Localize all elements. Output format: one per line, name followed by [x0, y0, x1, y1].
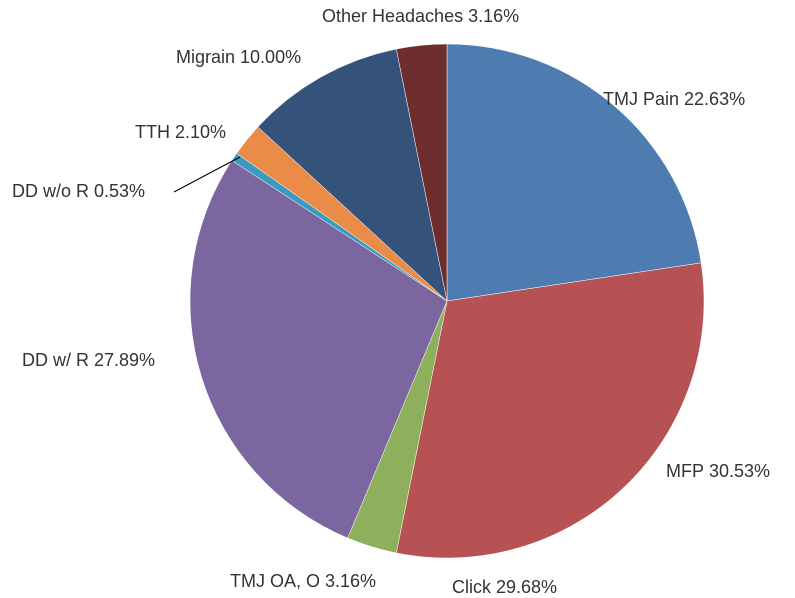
pie-slice [257, 48, 448, 302]
slice-label: DD w/o R 0.53% [12, 181, 145, 201]
category-label: Other Headaches [322, 6, 463, 26]
value-label: 2.10% [175, 122, 226, 142]
category-label: TTH [135, 122, 170, 142]
category-label: MFP [666, 461, 704, 481]
slice-label: MFP 30.53% [666, 461, 770, 481]
pie-slice [189, 160, 448, 539]
slice-label: TMJ Pain 22.63% [603, 89, 745, 109]
slice-label: TTH 2.10% [135, 122, 226, 142]
value-label: 3.16% [325, 571, 376, 591]
value-label: 30.53% [709, 461, 770, 481]
value-label: 27.89% [94, 350, 155, 370]
slice-label: DD w/ R 27.89% [22, 350, 155, 370]
annotation: Click 29.68% [452, 577, 557, 597]
leader-line [173, 156, 241, 193]
value-label: 10.00% [240, 47, 301, 67]
pie-slice [446, 43, 702, 302]
category-label: TMJ Pain [603, 89, 679, 109]
category-label: DD w/o R [12, 181, 89, 201]
pie-slice [396, 43, 448, 302]
value-label: 22.63% [684, 89, 745, 109]
slice-label: TMJ OA, O 3.16% [230, 571, 376, 591]
category-label: TMJ OA, O [230, 571, 320, 591]
value-label: 0.53% [94, 181, 145, 201]
slice-label: Other Headaches 3.16% [322, 6, 519, 26]
pie-slice [396, 262, 705, 559]
value-label: 3.16% [468, 6, 519, 26]
category-label: DD w/ R [22, 350, 89, 370]
category-label: Migrain [176, 47, 235, 67]
slice-label: Migrain 10.00% [176, 47, 301, 67]
